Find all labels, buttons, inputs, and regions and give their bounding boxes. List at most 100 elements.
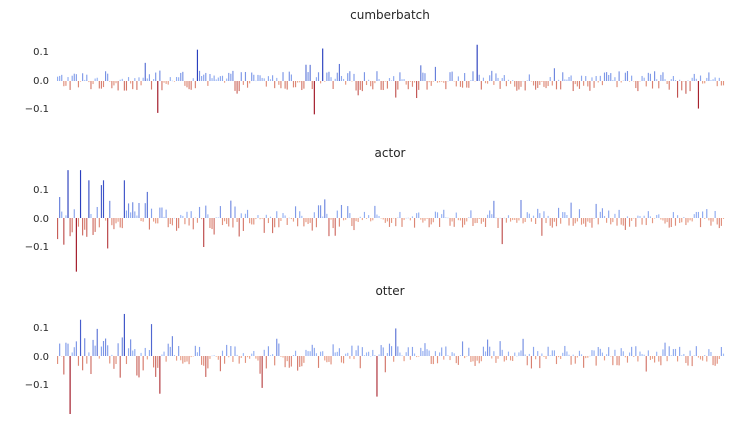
bar — [363, 355, 366, 356]
bar — [265, 81, 267, 87]
bar — [547, 346, 549, 356]
bar — [69, 356, 71, 414]
bar — [159, 356, 161, 394]
bar — [365, 81, 368, 86]
bar — [411, 346, 414, 356]
bar — [526, 212, 528, 218]
bar — [353, 218, 355, 231]
bar — [123, 313, 125, 356]
bar — [441, 214, 443, 218]
bar — [311, 344, 313, 356]
bar — [651, 218, 654, 224]
bar — [221, 350, 224, 356]
bar — [290, 356, 292, 367]
bar — [123, 180, 125, 218]
bar — [562, 212, 564, 219]
bar — [232, 356, 234, 362]
bar — [589, 218, 591, 223]
bar — [332, 218, 334, 229]
bar — [639, 216, 641, 218]
bar — [180, 72, 182, 81]
bar — [313, 347, 315, 356]
y-tick-label: 0.0 — [33, 76, 49, 87]
bar — [342, 356, 345, 364]
bar — [407, 217, 409, 219]
bar — [196, 352, 199, 356]
bar — [328, 71, 330, 81]
bar — [267, 346, 269, 356]
bar — [622, 218, 624, 226]
bar — [518, 352, 520, 357]
bar — [175, 356, 178, 361]
bar — [180, 214, 182, 218]
bar — [138, 356, 140, 378]
bar — [411, 81, 414, 87]
bar — [656, 351, 658, 356]
bar — [148, 74, 150, 81]
bar — [562, 72, 564, 81]
bar — [637, 81, 639, 92]
bar — [583, 356, 585, 368]
bar — [107, 73, 109, 81]
bar — [203, 74, 205, 81]
bar — [61, 211, 63, 218]
bar — [495, 356, 497, 363]
bar — [246, 81, 249, 88]
bar — [441, 347, 443, 356]
bar — [445, 81, 447, 90]
bar — [232, 218, 234, 228]
y-tick-label: −0.1 — [25, 242, 49, 253]
bar — [699, 356, 702, 360]
bar — [102, 180, 105, 218]
bar — [274, 218, 276, 228]
bar — [115, 81, 117, 84]
bar — [351, 345, 353, 356]
bar — [330, 356, 332, 365]
bar — [555, 356, 558, 365]
bar — [424, 73, 426, 81]
bar — [332, 81, 334, 89]
bar — [691, 218, 693, 222]
bar — [146, 78, 148, 81]
bar — [376, 71, 378, 81]
bar — [251, 72, 253, 81]
bar — [530, 356, 533, 369]
bar — [693, 73, 695, 81]
bar — [232, 70, 234, 81]
bar — [695, 78, 697, 81]
bar-series — [57, 313, 725, 414]
bar — [628, 352, 631, 356]
bar — [171, 80, 173, 82]
bar — [136, 81, 138, 90]
bar — [432, 218, 434, 223]
bar — [84, 218, 86, 230]
bar — [159, 70, 161, 81]
bar — [558, 356, 560, 358]
bar — [487, 339, 489, 356]
bar — [73, 209, 75, 218]
bar — [132, 350, 134, 356]
bar — [121, 337, 123, 356]
bar — [290, 74, 292, 81]
bar — [213, 355, 215, 356]
bar — [651, 356, 654, 359]
bar — [196, 218, 199, 223]
bar — [695, 346, 697, 356]
bar — [134, 349, 136, 356]
bar — [580, 218, 583, 225]
bar — [109, 356, 111, 364]
bar — [69, 81, 71, 90]
bar — [532, 346, 535, 356]
bar-series — [57, 170, 725, 272]
bar — [257, 215, 259, 218]
bar — [520, 199, 522, 218]
bar — [459, 81, 462, 87]
bar — [658, 214, 660, 218]
bar — [432, 356, 434, 365]
bar — [712, 356, 714, 366]
bar — [374, 205, 376, 218]
panel-otter: otter 0.1 0.0 −0.1 — [25, 284, 725, 414]
bar — [224, 218, 226, 222]
bar — [512, 80, 514, 81]
bar — [643, 77, 645, 81]
